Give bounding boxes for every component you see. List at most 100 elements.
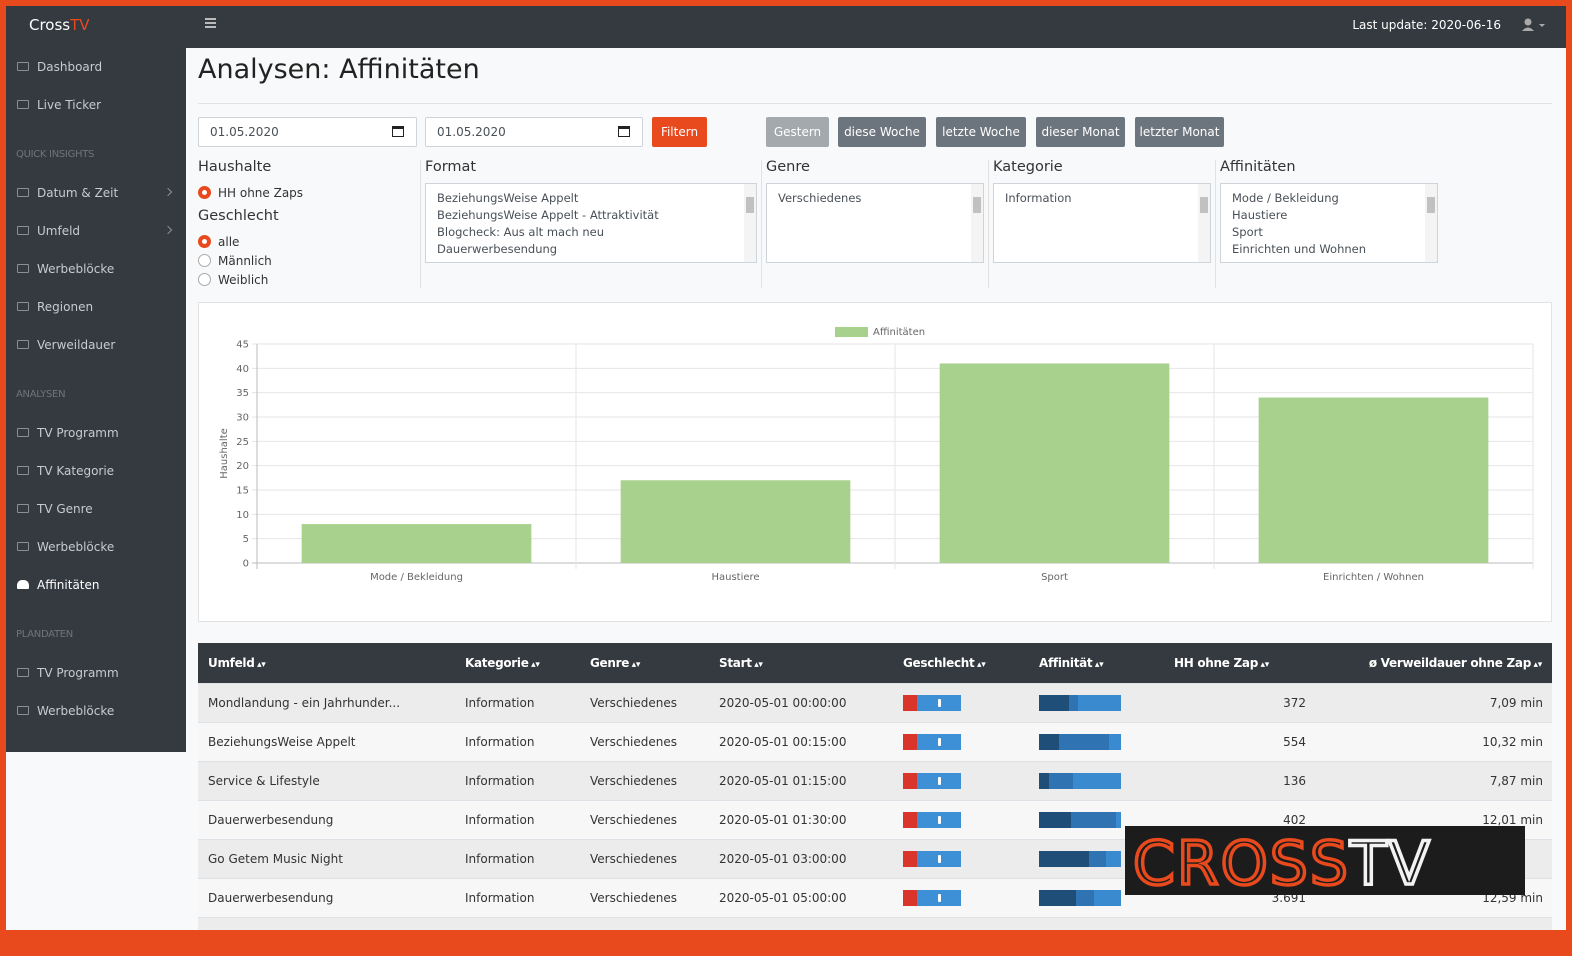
column-header[interactable]: Affinität bbox=[1039, 643, 1103, 685]
sidebar-item[interactable]: Werbeblöcke bbox=[6, 250, 186, 288]
listbox[interactable]: Verschiedenes bbox=[766, 183, 984, 263]
list-option[interactable]: BeziehungsWeise Appelt bbox=[437, 191, 579, 205]
list-option[interactable]: Mode / Bekleidung bbox=[1232, 191, 1339, 205]
scrollbar bbox=[971, 184, 983, 262]
sidebar-item[interactable]: Werbeblöcke bbox=[6, 528, 186, 566]
list-option[interactable]: Blogcheck: Aus alt mach neu bbox=[437, 225, 604, 239]
menu-toggle[interactable] bbox=[205, 18, 216, 28]
sidebar-label: Verweildauer bbox=[37, 338, 116, 352]
sidebar-label: Regionen bbox=[37, 300, 94, 314]
sidebar-item[interactable]: Live Ticker bbox=[6, 86, 186, 124]
listbox[interactable]: Mode / Bekleidung Haustiere Sport Einrichte… bbox=[1220, 183, 1438, 263]
sidebar-item[interactable]: Verweildauer bbox=[6, 326, 186, 364]
list-option[interactable]: Verschiedenes bbox=[778, 191, 862, 205]
quick-button[interactable]: letzter Monat bbox=[1135, 117, 1224, 147]
sidebar-item[interactable]: Dashboard bbox=[6, 48, 186, 86]
listbox[interactable]: Information bbox=[993, 183, 1211, 263]
list-option[interactable]: Haustiere bbox=[1232, 208, 1288, 222]
radio[interactable]: Männlich bbox=[198, 253, 272, 269]
column-header[interactable]: Umfeld bbox=[208, 643, 266, 685]
icon bbox=[17, 428, 29, 437]
y-tick-label: 5 bbox=[243, 534, 249, 545]
cell: Verschiedenes bbox=[590, 813, 678, 827]
list-option[interactable]: Information bbox=[1005, 191, 1072, 205]
watermark: CROSSTV bbox=[1125, 826, 1525, 901]
quick-button[interactable]: letzte Woche bbox=[936, 117, 1026, 147]
column-header[interactable]: Kategorie bbox=[465, 643, 540, 685]
sidebar-item[interactable]: TV Genre bbox=[6, 490, 186, 528]
quick-button[interactable]: dieser Monat bbox=[1036, 117, 1125, 147]
column-header[interactable]: HH ohne Zap bbox=[1174, 643, 1269, 685]
quick-button[interactable]: diese Woche bbox=[838, 117, 926, 147]
cell: 7,87 min bbox=[1489, 774, 1543, 788]
column-header[interactable]: ø Verweildauer ohne Zap bbox=[1369, 643, 1542, 685]
cell: Information bbox=[465, 813, 535, 827]
brand[interactable]: CrossTV bbox=[29, 16, 90, 34]
filter-title: Affinitäten bbox=[1220, 159, 1296, 175]
sidebar-item[interactable]: Werbeblöcke bbox=[6, 692, 186, 730]
filter-button[interactable]: Filtern bbox=[652, 117, 707, 147]
navbar: CrossTV Last update: 2020-06-16 bbox=[6, 6, 1566, 48]
chart: Affinitäten Haushalte 0 5 10 15 20 25 30 35 40 45 Mo… bbox=[219, 327, 1534, 583]
bar bbox=[1258, 397, 1489, 563]
user-menu[interactable] bbox=[1522, 18, 1546, 32]
separator bbox=[988, 160, 989, 288]
table-row: Mondlandung - ein Jahrhunder... Informati… bbox=[198, 683, 1552, 722]
sidebar-item[interactable]: TV Kategorie bbox=[6, 452, 186, 490]
gender-bar bbox=[903, 890, 961, 906]
list-option[interactable]: Dauerwerbesendung bbox=[437, 242, 558, 256]
y-axis-label: Haushalte bbox=[219, 428, 230, 479]
calendar-icon bbox=[618, 126, 630, 137]
cell: 554 bbox=[1283, 735, 1306, 749]
cell: 2020-05-01 00:00:00 bbox=[719, 696, 847, 710]
column-header[interactable]: Start bbox=[719, 643, 763, 685]
list-option[interactable]: Einrichten und Wohnen bbox=[1232, 242, 1367, 256]
list-option[interactable]: Sport bbox=[1232, 225, 1263, 239]
svg-text:CROSSTV: CROSSTV bbox=[1133, 829, 1432, 895]
sidebar-item[interactable]: TV Programm bbox=[6, 654, 186, 692]
brand-name: Cross bbox=[29, 16, 71, 34]
sidebar-section: PLANDATEN bbox=[16, 629, 73, 640]
affinity-bar bbox=[1039, 812, 1121, 828]
separator bbox=[761, 160, 762, 288]
radio[interactable]: alle bbox=[198, 234, 239, 250]
listbox[interactable]: BeziehungsWeise Appelt BeziehungsWeise Ap… bbox=[425, 183, 757, 263]
sidebar-item[interactable]: TV Programm bbox=[6, 414, 186, 452]
sidebar-item[interactable]: Datum & Zeit bbox=[6, 174, 186, 212]
affinity-segment bbox=[1039, 812, 1071, 828]
cell: 2020-05-01 01:15:00 bbox=[719, 774, 847, 788]
icon bbox=[17, 100, 29, 109]
sidebar-item[interactable]: Regionen bbox=[6, 288, 186, 326]
date-from[interactable]: 01.05.2020 bbox=[198, 117, 417, 147]
column-header[interactable]: Genre bbox=[590, 643, 640, 685]
sidebar-item[interactable]: Affinitäten bbox=[6, 566, 186, 604]
icon bbox=[17, 302, 29, 311]
affinity-segment bbox=[1070, 812, 1117, 828]
chevron bbox=[163, 225, 173, 235]
column-header[interactable]: Geschlecht bbox=[903, 643, 985, 685]
affinity-bar bbox=[1039, 851, 1121, 867]
sidebar-label: TV Genre bbox=[37, 502, 93, 516]
watermark-accent: TV bbox=[1349, 829, 1432, 895]
sidebar-label: TV Kategorie bbox=[37, 464, 115, 478]
page-title: Analysen: Affinitäten bbox=[198, 54, 480, 85]
affinity-segment bbox=[1039, 773, 1049, 789]
y-tick-label: 25 bbox=[236, 437, 249, 448]
cell: 372 bbox=[1283, 696, 1306, 710]
radio[interactable]: HH ohne Zaps bbox=[198, 185, 303, 201]
y-tick-label: 40 bbox=[236, 364, 249, 375]
y-tick-label: 45 bbox=[236, 340, 249, 351]
gender-bar bbox=[903, 773, 961, 789]
icon bbox=[17, 466, 29, 475]
cell: 2020-05-01 00:15:00 bbox=[719, 735, 847, 749]
y-tick-label: 10 bbox=[236, 510, 249, 521]
cell: Information bbox=[465, 735, 535, 749]
affinity-segment bbox=[1089, 851, 1107, 867]
chart-card: Affinitäten Haushalte 0 5 10 15 20 25 30 35 40 45 Mo… bbox=[198, 302, 1552, 622]
sidebar-item[interactable]: Umfeld bbox=[6, 212, 186, 250]
date-to[interactable]: 01.05.2020 bbox=[425, 117, 643, 147]
affinity-segment bbox=[1058, 734, 1109, 750]
list-option[interactable]: BeziehungsWeise Appelt - Attraktivität bbox=[437, 208, 659, 222]
radio[interactable]: Weiblich bbox=[198, 272, 268, 288]
